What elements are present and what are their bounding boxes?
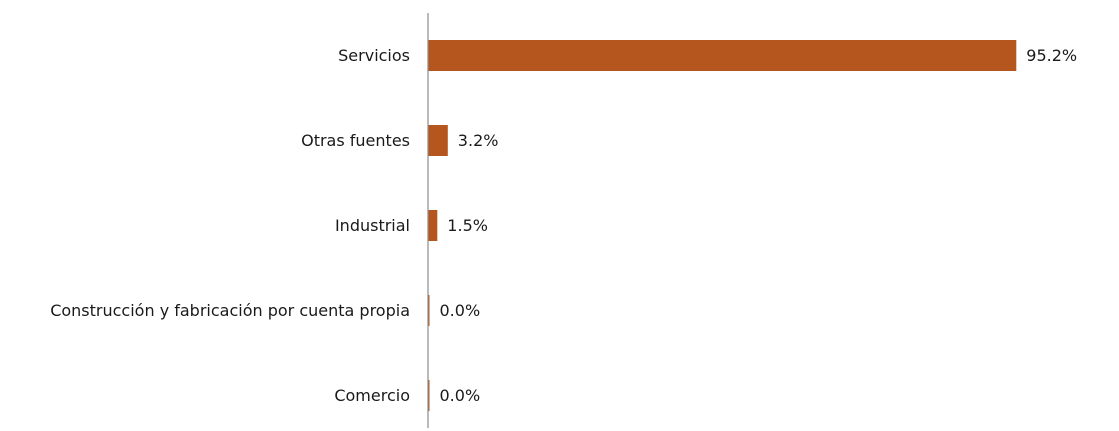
category-label-1: Otras fuentes (301, 131, 410, 150)
value-label-4: 0.0% (440, 386, 481, 405)
bar-2 (428, 210, 438, 241)
value-label-3: 0.0% (440, 301, 481, 320)
labels-layer: Servicios 95.2% Otras fuentes 3.2% Industria… (50, 46, 1077, 405)
category-label-3: Construcción y fabricación por cuenta pr… (50, 301, 410, 320)
category-label-2: Industrial (335, 216, 410, 235)
category-label-0: Servicios (338, 46, 410, 65)
bar-1 (428, 125, 448, 156)
value-label-1: 3.2% (458, 131, 499, 150)
bars-layer (428, 40, 1017, 411)
value-label-2: 1.5% (447, 216, 488, 235)
bar-4 (428, 380, 430, 411)
value-label-0: 95.2% (1026, 46, 1077, 65)
bar-3 (428, 295, 430, 326)
category-label-4: Comercio (334, 386, 410, 405)
bar-0 (428, 40, 1017, 71)
